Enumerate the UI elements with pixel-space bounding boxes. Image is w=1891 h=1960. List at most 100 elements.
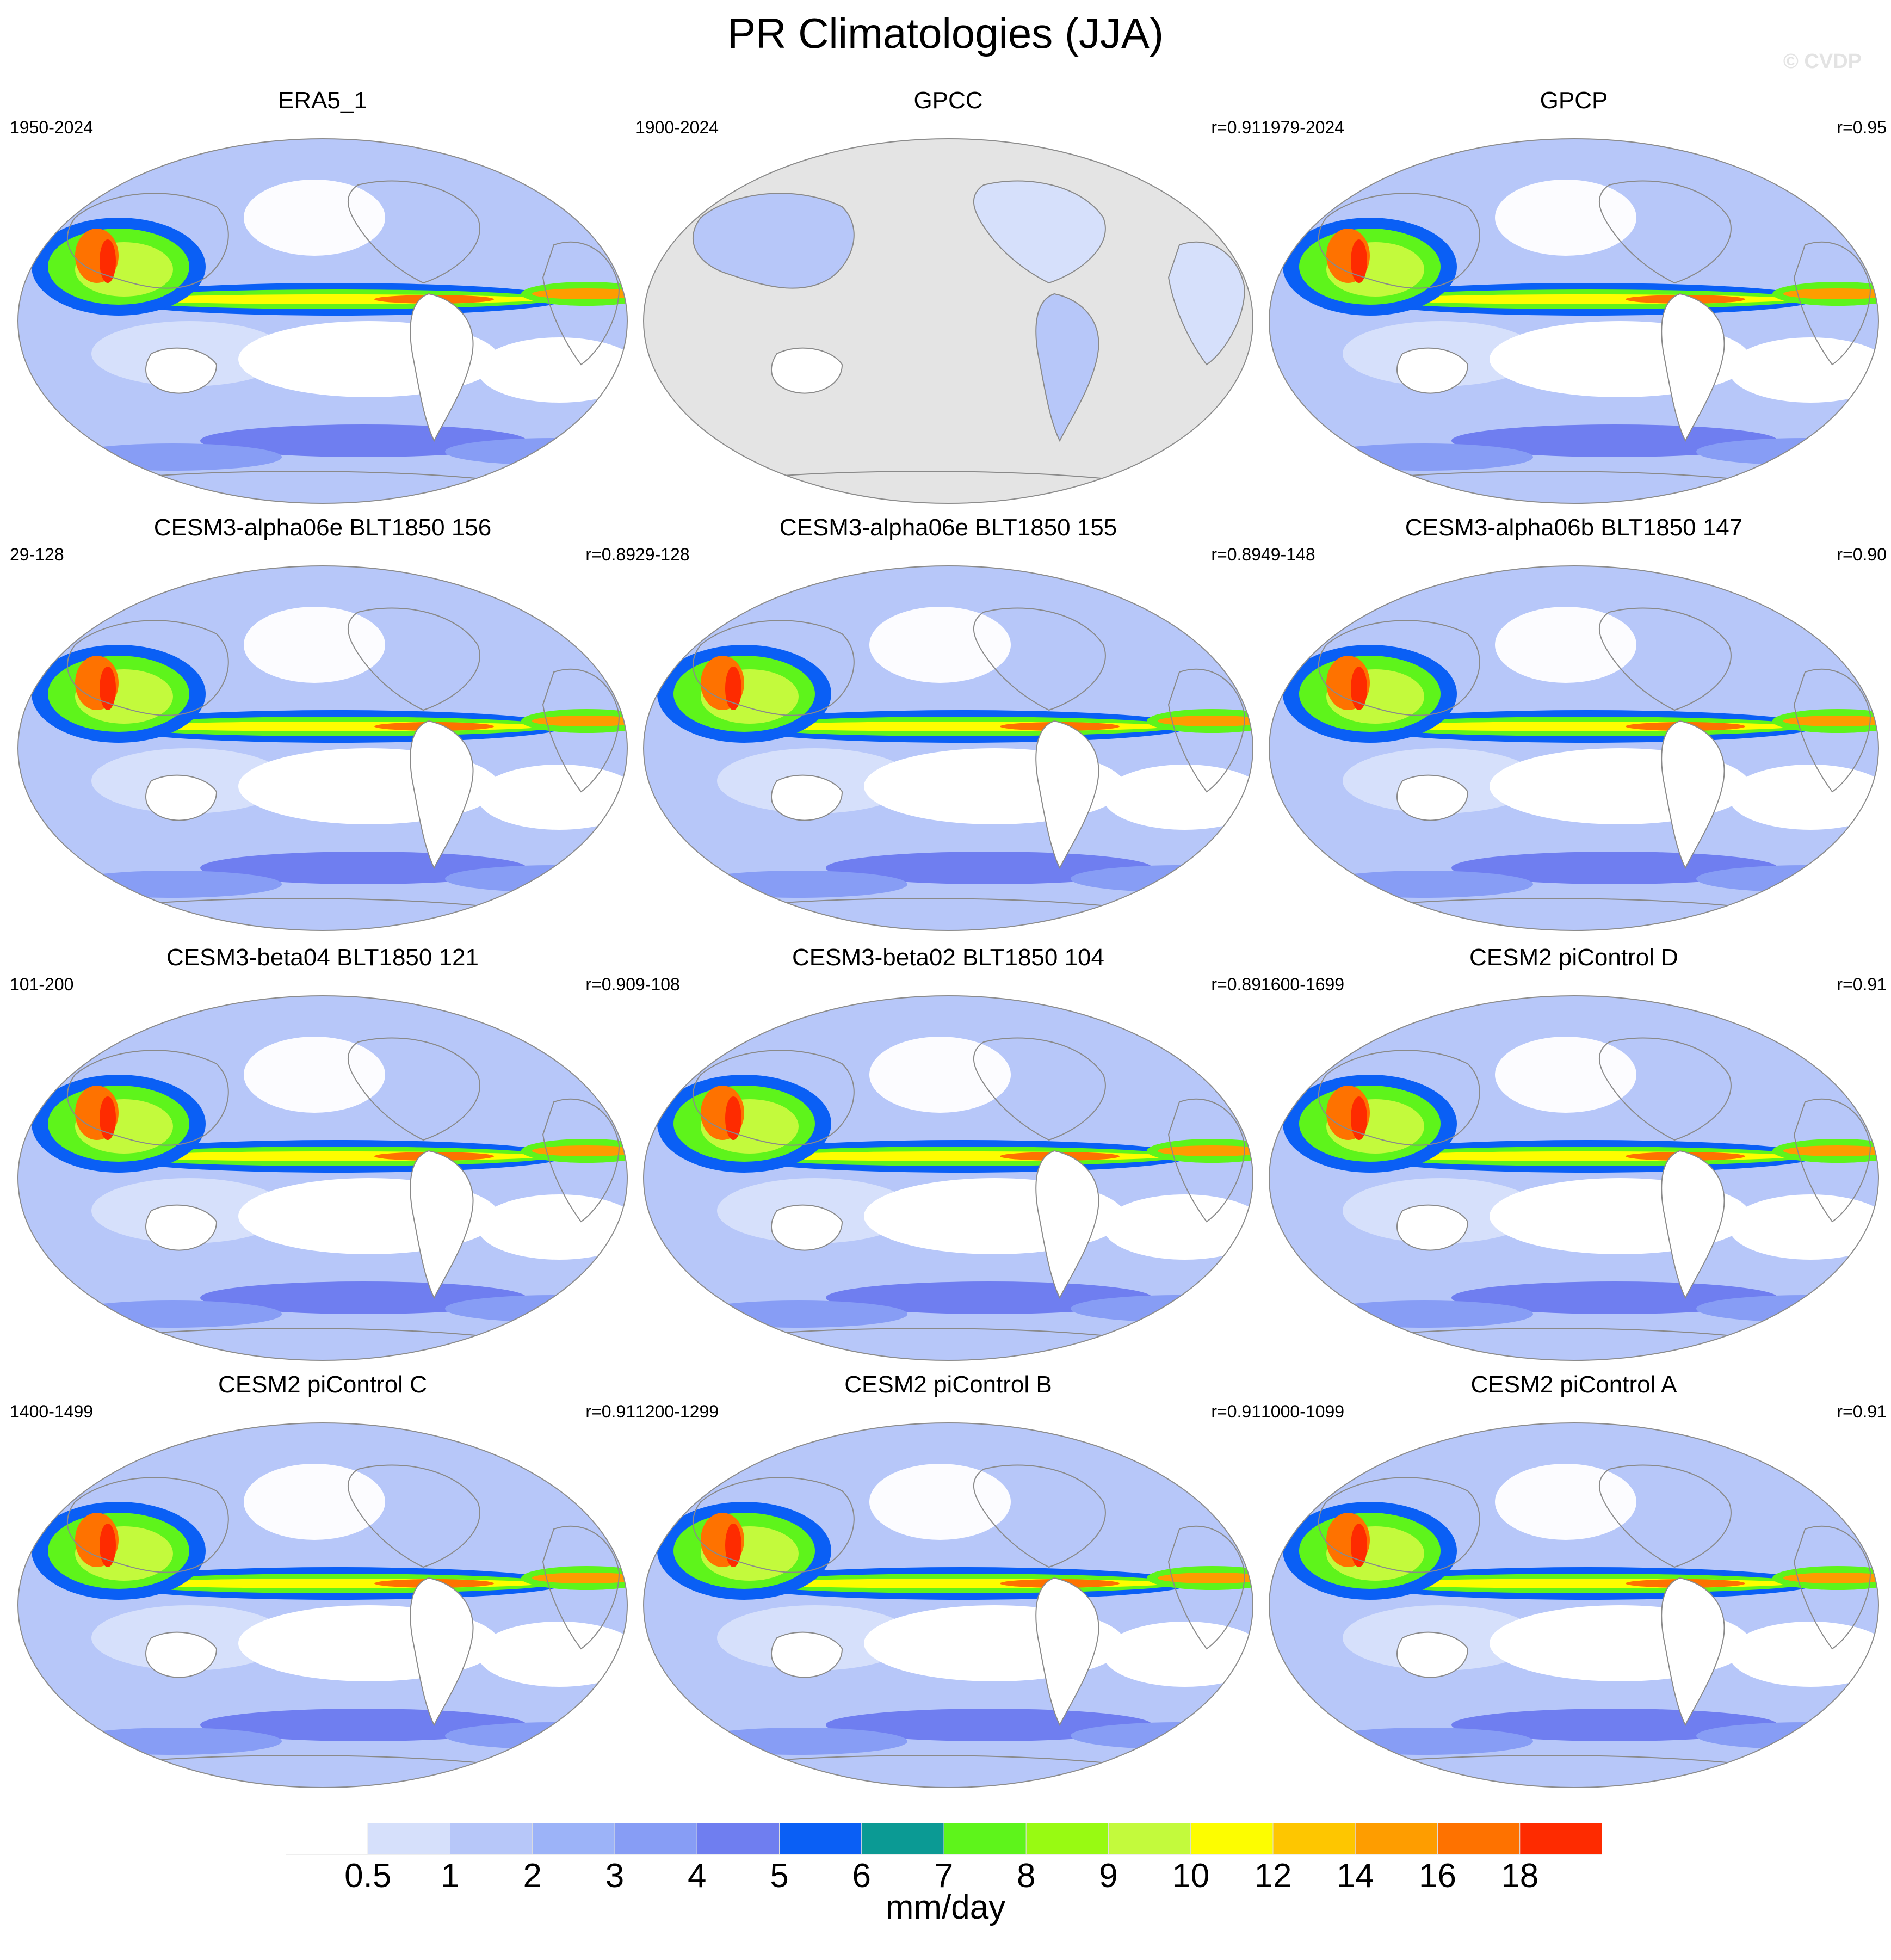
australia-outline <box>145 347 218 394</box>
panel-period: 1400-1499 <box>10 1402 94 1421</box>
map-border <box>643 1422 1253 1788</box>
panel-period: 1900-2024 <box>635 118 719 137</box>
colorbar-swatch <box>1025 1822 1109 1855</box>
panel-correlation: r=0.90 <box>1837 545 1887 564</box>
panel-period: 1950-2024 <box>10 118 94 137</box>
north-america-outline <box>973 180 1106 284</box>
australia-outline <box>771 1204 843 1251</box>
map-panel: CESM2 piControl A 1000-1099 r=0.91 <box>1261 1371 1887 1788</box>
map-border <box>643 138 1253 504</box>
map-panel: CESM2 piControl B 1200-1299 r=0.91 <box>635 1371 1261 1788</box>
panel-title: CESM2 piControl B <box>844 1371 1052 1398</box>
africa-outline <box>1793 1098 1871 1223</box>
south-america-outline <box>410 1150 474 1299</box>
asia-outline <box>1318 1050 1480 1146</box>
map-panel: GPCC 1900-2024 r=0.91 <box>635 87 1261 504</box>
panel-period: 29-128 <box>10 545 64 564</box>
africa-outline <box>1793 668 1871 793</box>
colorbar-swatch <box>696 1822 780 1855</box>
colorbar-swatch <box>1437 1822 1521 1855</box>
africa-outline <box>1793 1525 1871 1650</box>
south-america-outline <box>1035 1150 1099 1299</box>
panel-correlation: r=0.89 <box>585 545 635 564</box>
panel-title: GPCP <box>1540 87 1608 114</box>
north-america-outline <box>1599 180 1732 284</box>
africa-outline <box>542 241 620 366</box>
south-america-outline <box>1661 293 1725 442</box>
precipitation-map <box>1269 565 1879 931</box>
colorbar-swatches <box>285 1822 1603 1855</box>
precipitation-map <box>17 995 628 1361</box>
asia-outline <box>692 1477 855 1573</box>
colorbar-swatch <box>450 1822 533 1855</box>
map-border <box>1269 565 1879 931</box>
panel-correlation: r=0.91 <box>1211 1402 1261 1421</box>
map-border <box>17 995 628 1361</box>
asia-outline <box>66 193 229 289</box>
colorbar-swatch <box>861 1822 944 1855</box>
africa-outline <box>1167 668 1246 793</box>
north-america-outline <box>973 1464 1106 1568</box>
map-panel: CESM2 piControl C 1400-1499 r=0.91 <box>10 1371 635 1788</box>
australia-outline <box>771 774 843 821</box>
asia-outline <box>692 193 855 289</box>
panel-title: CESM3-beta04 BLT1850 121 <box>166 944 479 971</box>
map-panel: CESM3-alpha06b BLT1850 147 49-148 r=0.90 <box>1261 514 1887 931</box>
panel-period: 49-148 <box>1261 545 1315 564</box>
north-america-outline <box>348 607 480 711</box>
panel-period: 101-200 <box>10 975 74 994</box>
colorbar-swatch <box>532 1822 615 1855</box>
panel-title: CESM3-alpha06b BLT1850 147 <box>1405 514 1743 541</box>
south-america-outline <box>1035 293 1099 442</box>
colorbar-tick-label: 1 <box>441 1857 460 1895</box>
map-panel: GPCP 1979-2024 r=0.95 <box>1261 87 1887 504</box>
colorbar-swatch <box>1355 1822 1438 1855</box>
map-panel: CESM2 piControl D 1600-1699 r=0.91 <box>1261 944 1887 1361</box>
africa-outline <box>1167 241 1246 366</box>
south-america-outline <box>410 720 474 870</box>
panel-title: CESM2 piControl C <box>218 1371 427 1398</box>
australia-outline <box>145 1204 218 1251</box>
map-border <box>643 995 1253 1361</box>
map-panel: CESM3-alpha06e BLT1850 156 29-128 r=0.89 <box>10 514 635 931</box>
asia-outline <box>1318 620 1480 716</box>
australia-outline <box>1396 347 1469 394</box>
precipitation-map <box>643 1422 1253 1788</box>
colorbar-swatch <box>367 1822 450 1855</box>
panel-period: 9-108 <box>635 975 680 994</box>
panel-correlation: r=0.91 <box>1837 1402 1887 1421</box>
figure-title: PR Climatologies (JJA) <box>727 9 1164 57</box>
precipitation-map <box>17 138 628 504</box>
map-panel: ERA5_1 1950-2024 <box>10 87 635 504</box>
panel-title: CESM2 piControl D <box>1469 944 1678 971</box>
colorbar-tick-label: 3 <box>605 1857 625 1895</box>
panel-correlation: r=0.89 <box>1211 975 1261 994</box>
map-border <box>17 1422 628 1788</box>
colorbar-swatch <box>1108 1822 1191 1855</box>
colorbar-tick-label: 5 <box>770 1857 789 1895</box>
africa-outline <box>542 668 620 793</box>
south-america-outline <box>410 1577 474 1727</box>
africa-outline <box>542 1525 620 1650</box>
precipitation-map <box>17 1422 628 1788</box>
australia-outline <box>1396 774 1469 821</box>
precipitation-map <box>643 995 1253 1361</box>
precipitation-map <box>1269 1422 1879 1788</box>
panel-period: 1200-1299 <box>635 1402 719 1421</box>
south-america-outline <box>1661 1150 1725 1299</box>
north-america-outline <box>973 607 1106 711</box>
colorbar <box>285 1822 1603 1858</box>
panel-correlation: r=0.90 <box>585 975 635 994</box>
precipitation-map <box>1269 138 1879 504</box>
colorbar-tick-label: 9 <box>1099 1857 1118 1895</box>
asia-outline <box>66 1050 229 1146</box>
colorbar-swatch <box>1272 1822 1356 1855</box>
panel-title: CESM3-beta02 BLT1850 104 <box>792 944 1104 971</box>
australia-outline <box>145 774 218 821</box>
colorbar-tick-label: 6 <box>852 1857 871 1895</box>
south-america-outline <box>1035 1577 1099 1727</box>
panel-title: GPCC <box>913 87 983 114</box>
north-america-outline <box>1599 1037 1732 1141</box>
south-america-outline <box>1035 720 1099 870</box>
south-america-outline <box>1661 1577 1725 1727</box>
